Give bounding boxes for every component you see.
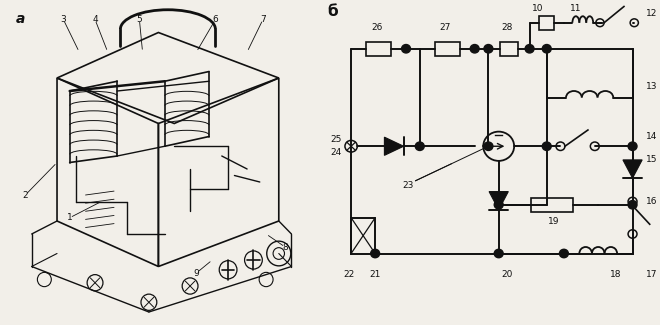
Circle shape bbox=[543, 142, 551, 150]
Text: 24: 24 bbox=[330, 148, 341, 157]
Bar bbox=[539, 16, 554, 30]
Text: 17: 17 bbox=[645, 270, 657, 279]
Polygon shape bbox=[384, 137, 404, 155]
Bar bbox=[366, 42, 391, 56]
Text: 12: 12 bbox=[645, 8, 657, 18]
Text: 28: 28 bbox=[502, 23, 513, 32]
Text: 9: 9 bbox=[193, 268, 199, 278]
Text: 5: 5 bbox=[137, 15, 143, 24]
Bar bbox=[500, 42, 518, 56]
Text: 19: 19 bbox=[548, 216, 560, 226]
Text: 11: 11 bbox=[570, 4, 581, 13]
Text: 2: 2 bbox=[22, 190, 28, 200]
Polygon shape bbox=[623, 160, 642, 178]
Circle shape bbox=[470, 45, 479, 53]
Circle shape bbox=[484, 45, 493, 53]
Circle shape bbox=[415, 142, 424, 150]
Text: 15: 15 bbox=[645, 155, 657, 164]
Text: 25: 25 bbox=[330, 135, 341, 144]
Text: 3: 3 bbox=[61, 15, 66, 24]
Text: 21: 21 bbox=[370, 270, 381, 279]
Text: 6: 6 bbox=[213, 15, 218, 24]
Circle shape bbox=[494, 249, 503, 258]
Text: б: б bbox=[327, 4, 338, 19]
Text: 13: 13 bbox=[645, 82, 657, 91]
Text: 1: 1 bbox=[67, 213, 73, 222]
Text: 10: 10 bbox=[533, 4, 544, 13]
Polygon shape bbox=[489, 191, 508, 210]
Text: 18: 18 bbox=[610, 270, 621, 279]
Circle shape bbox=[401, 45, 411, 53]
Circle shape bbox=[484, 142, 493, 150]
Circle shape bbox=[543, 45, 551, 53]
Bar bbox=[435, 42, 459, 56]
Text: 23: 23 bbox=[402, 181, 413, 190]
Text: 7: 7 bbox=[260, 15, 266, 24]
Text: 4: 4 bbox=[92, 15, 98, 24]
Circle shape bbox=[371, 249, 379, 258]
Text: а: а bbox=[16, 12, 25, 26]
Text: 26: 26 bbox=[371, 23, 383, 32]
Bar bbox=[531, 198, 573, 212]
Text: 14: 14 bbox=[645, 132, 657, 141]
Text: 20: 20 bbox=[502, 270, 513, 279]
Circle shape bbox=[525, 45, 534, 53]
Circle shape bbox=[628, 142, 637, 150]
Text: 8: 8 bbox=[282, 242, 288, 252]
Text: 22: 22 bbox=[344, 270, 355, 279]
Text: 27: 27 bbox=[440, 23, 451, 32]
Circle shape bbox=[560, 249, 568, 258]
Circle shape bbox=[628, 201, 637, 209]
Circle shape bbox=[494, 201, 503, 209]
Text: 16: 16 bbox=[645, 197, 657, 206]
